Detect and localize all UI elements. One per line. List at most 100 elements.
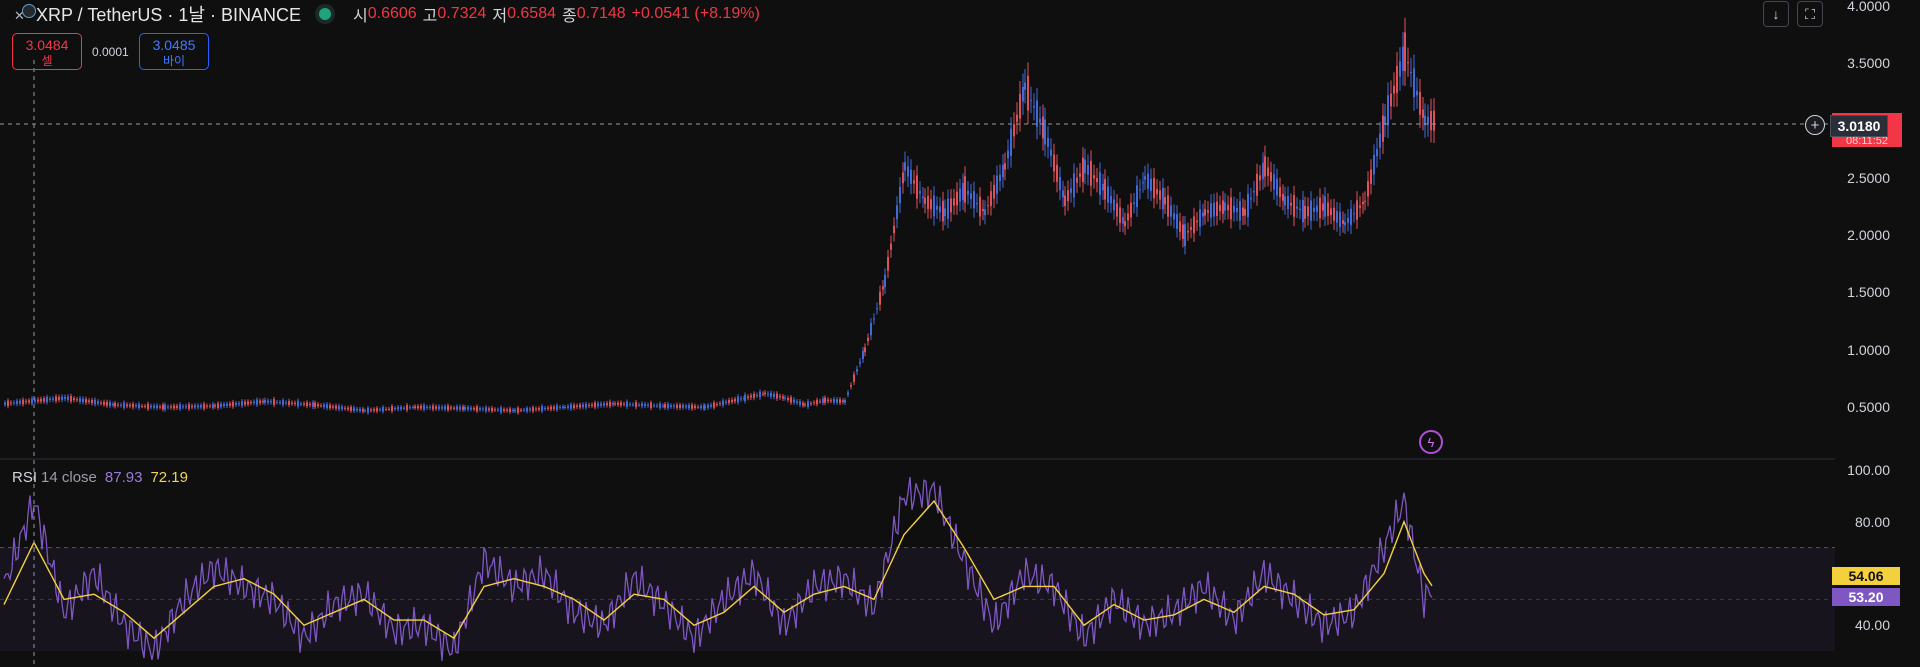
download-icon[interactable]: ↓ — [1763, 1, 1789, 27]
candle-body — [144, 405, 146, 407]
candle-body — [1047, 137, 1049, 147]
candle-body — [787, 398, 789, 400]
candle-body — [1042, 116, 1044, 139]
price-series — [4, 17, 1435, 415]
low-label: 저 — [492, 8, 508, 25]
candle-body — [306, 402, 308, 407]
candle-body — [879, 291, 881, 305]
candle-body — [731, 399, 733, 402]
candle-body — [662, 405, 664, 407]
candle-body — [282, 400, 284, 405]
candle-body — [409, 407, 411, 409]
candle-body — [10, 402, 12, 404]
candle-body — [1087, 165, 1089, 175]
candle-body — [884, 274, 886, 288]
rsi-tick: 100.00 — [1847, 462, 1890, 478]
candle-body — [379, 409, 381, 411]
buy-button[interactable]: 3.0485 바이 — [139, 33, 209, 70]
candle-body — [1407, 62, 1409, 64]
candle-body — [309, 403, 311, 406]
candle-body — [153, 405, 155, 408]
candle-body — [740, 398, 742, 400]
candle-body — [993, 184, 995, 199]
candle-body — [907, 166, 909, 177]
candle-body — [1162, 187, 1164, 210]
sell-button[interactable]: 3.0484 셀 — [12, 33, 82, 70]
candle-body — [1270, 172, 1272, 182]
candle-body — [816, 399, 818, 405]
candle-body — [1059, 177, 1061, 191]
candle-body — [1193, 216, 1195, 234]
rsi-ma-last-tag: 54.06 — [1832, 567, 1900, 585]
candle-body — [450, 407, 452, 409]
rsi-legend[interactable]: RSI 14 close 87.93 72.19 — [12, 469, 188, 486]
candle-body — [556, 405, 558, 410]
high-value: 0.7324 — [437, 5, 487, 22]
candle-body — [1399, 61, 1401, 77]
candle-body — [802, 402, 804, 406]
candle-body — [1130, 202, 1132, 218]
symbol-title[interactable]: XRP / TetherUS · 1날 · BINANCE — [36, 5, 301, 25]
candle-body — [406, 405, 408, 411]
candle-body — [896, 205, 898, 220]
candle-body — [109, 402, 111, 407]
candle-body — [979, 196, 981, 217]
candle-body — [594, 402, 596, 408]
candle-body — [1070, 188, 1072, 193]
price-tick: 1.5000 — [1847, 284, 1890, 301]
candle-body — [1239, 201, 1241, 221]
candle-body — [432, 405, 434, 410]
candle-body — [97, 401, 99, 404]
candle-body — [4, 402, 6, 405]
candle-body — [902, 172, 904, 184]
candle-body — [850, 385, 852, 387]
candle-body — [25, 401, 27, 403]
candle-body — [1316, 205, 1318, 212]
candle-body — [830, 400, 832, 402]
candle-body — [241, 401, 243, 406]
candle-body — [147, 403, 149, 409]
candle-body — [1076, 177, 1078, 183]
xrp-logo — [22, 4, 36, 18]
candle-body — [206, 405, 208, 407]
candle-body — [194, 405, 196, 408]
candle-body — [7, 400, 9, 407]
candle-body — [535, 408, 537, 410]
rsi-area — [0, 547, 1835, 652]
market-status-dot — [318, 8, 331, 20]
candle-body — [94, 399, 96, 405]
candle-body — [1110, 195, 1112, 204]
candle-body — [526, 407, 528, 412]
candle-body — [1390, 93, 1392, 107]
candle-body — [770, 392, 772, 397]
rsi-ma-line — [3, 499, 1433, 640]
candle-body — [827, 399, 829, 402]
candle-body — [1282, 193, 1284, 201]
candle-body — [214, 405, 216, 407]
rsi-params: 14 close — [41, 469, 97, 486]
rsi-last-tag: 53.20 — [1832, 588, 1900, 606]
candle-body — [606, 403, 608, 406]
candle-body — [394, 408, 396, 410]
candle-body — [106, 401, 108, 406]
candle-body — [973, 191, 975, 209]
candle-body — [609, 401, 611, 407]
candle-body — [1079, 173, 1081, 177]
candle-body — [1202, 212, 1204, 217]
candle-body — [28, 400, 30, 403]
candle-body — [764, 392, 766, 395]
fullscreen-icon[interactable]: ⛶ — [1797, 1, 1823, 27]
close-icon[interactable]: ✕ — [14, 8, 25, 23]
candle-body — [497, 409, 499, 411]
flash-icon[interactable]: ϟ — [1419, 430, 1443, 454]
candle-body — [185, 405, 187, 408]
candle-body — [73, 398, 75, 400]
candle-body — [459, 406, 461, 410]
rsi-ma-last-value: 54.06 — [1848, 568, 1884, 584]
plus-icon[interactable]: + — [1805, 115, 1825, 135]
candle-body — [167, 406, 169, 408]
candle-body — [159, 406, 161, 408]
candle-body — [444, 406, 446, 410]
candle-body — [713, 402, 715, 408]
